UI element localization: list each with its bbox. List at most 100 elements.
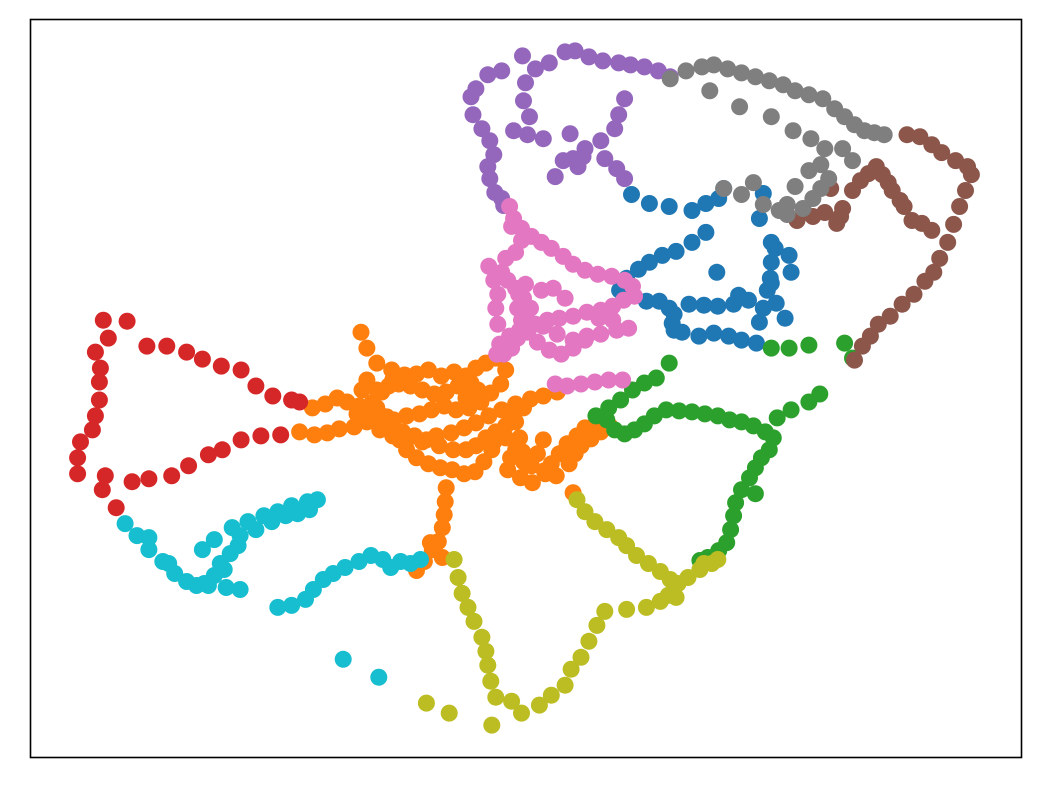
data-point — [193, 350, 211, 368]
data-point — [957, 182, 974, 199]
data-point — [574, 148, 592, 166]
data-point — [370, 668, 388, 686]
data-point — [530, 696, 548, 714]
data-point — [767, 294, 785, 312]
data-point — [412, 551, 429, 568]
data-point — [419, 361, 437, 379]
data-point — [780, 339, 798, 357]
series-2 — [291, 323, 619, 579]
data-point — [487, 688, 505, 706]
data-point — [800, 162, 818, 180]
data-point — [398, 407, 416, 425]
data-point — [620, 319, 638, 337]
data-point — [459, 598, 477, 616]
data-point — [690, 327, 708, 345]
data-point — [205, 531, 223, 549]
data-point — [733, 186, 750, 203]
data-point — [140, 541, 158, 559]
data-point — [86, 407, 104, 425]
data-point — [534, 431, 552, 449]
data-point — [507, 413, 525, 431]
data-point — [507, 441, 525, 459]
data-point — [99, 329, 117, 347]
data-point — [670, 402, 688, 420]
data-point — [178, 343, 196, 361]
data-point — [437, 479, 455, 497]
data-point — [417, 694, 435, 712]
data-point — [465, 612, 483, 630]
data-point — [528, 333, 546, 351]
data-point — [283, 596, 301, 614]
data-point — [939, 233, 957, 251]
data-point — [499, 461, 517, 479]
data-point — [893, 295, 911, 313]
data-point — [657, 401, 675, 419]
data-point — [683, 403, 701, 421]
data-point — [677, 62, 695, 80]
data-point — [480, 407, 498, 425]
data-point — [353, 381, 371, 399]
data-point — [727, 494, 745, 512]
data-point — [660, 354, 678, 372]
data-point — [462, 374, 480, 392]
data-point — [719, 60, 737, 78]
data-point — [107, 499, 125, 517]
data-point — [697, 223, 715, 241]
data-point — [368, 381, 386, 399]
data-point — [517, 74, 534, 92]
data-point — [540, 54, 558, 72]
data-point — [784, 122, 802, 140]
data-point — [479, 656, 497, 674]
data-point — [556, 676, 574, 694]
data-point — [291, 423, 309, 441]
data-point — [635, 58, 653, 76]
data-point — [436, 493, 454, 511]
data-point — [733, 331, 750, 349]
data-point — [515, 92, 532, 110]
data-point — [933, 144, 951, 162]
data-point — [679, 569, 697, 586]
data-point — [163, 467, 181, 485]
data-point — [596, 150, 614, 168]
data-point — [432, 367, 450, 385]
data-point — [180, 457, 198, 475]
data-point — [316, 395, 334, 413]
data-point — [534, 130, 552, 148]
data-point — [572, 648, 590, 666]
data-point — [521, 108, 538, 126]
data-point — [232, 361, 250, 379]
data-point — [411, 405, 428, 423]
data-point — [898, 126, 916, 144]
data-point — [754, 299, 772, 317]
data-point — [330, 420, 348, 438]
data-point — [911, 128, 929, 146]
data-point — [383, 361, 401, 379]
data-point — [576, 261, 594, 279]
data-point — [473, 120, 491, 138]
data-point — [503, 692, 521, 710]
series-1 — [611, 180, 800, 352]
data-point — [708, 263, 726, 281]
data-point — [603, 267, 621, 285]
data-point — [709, 297, 727, 315]
data-point — [661, 70, 679, 88]
data-point — [903, 212, 921, 229]
data-point — [695, 296, 713, 314]
data-point — [195, 575, 213, 592]
data-point — [564, 339, 582, 357]
data-point — [358, 339, 376, 357]
data-point — [345, 418, 363, 436]
data-point — [834, 140, 852, 158]
data-point — [683, 202, 701, 219]
data-point — [212, 357, 230, 375]
data-point — [69, 449, 87, 467]
data-point — [762, 274, 780, 292]
data-point — [493, 62, 511, 80]
data-point — [90, 391, 108, 409]
data-point — [622, 56, 639, 74]
data-point — [701, 82, 719, 100]
data-point — [881, 307, 899, 325]
data-point — [263, 513, 281, 531]
data-point — [548, 325, 566, 343]
